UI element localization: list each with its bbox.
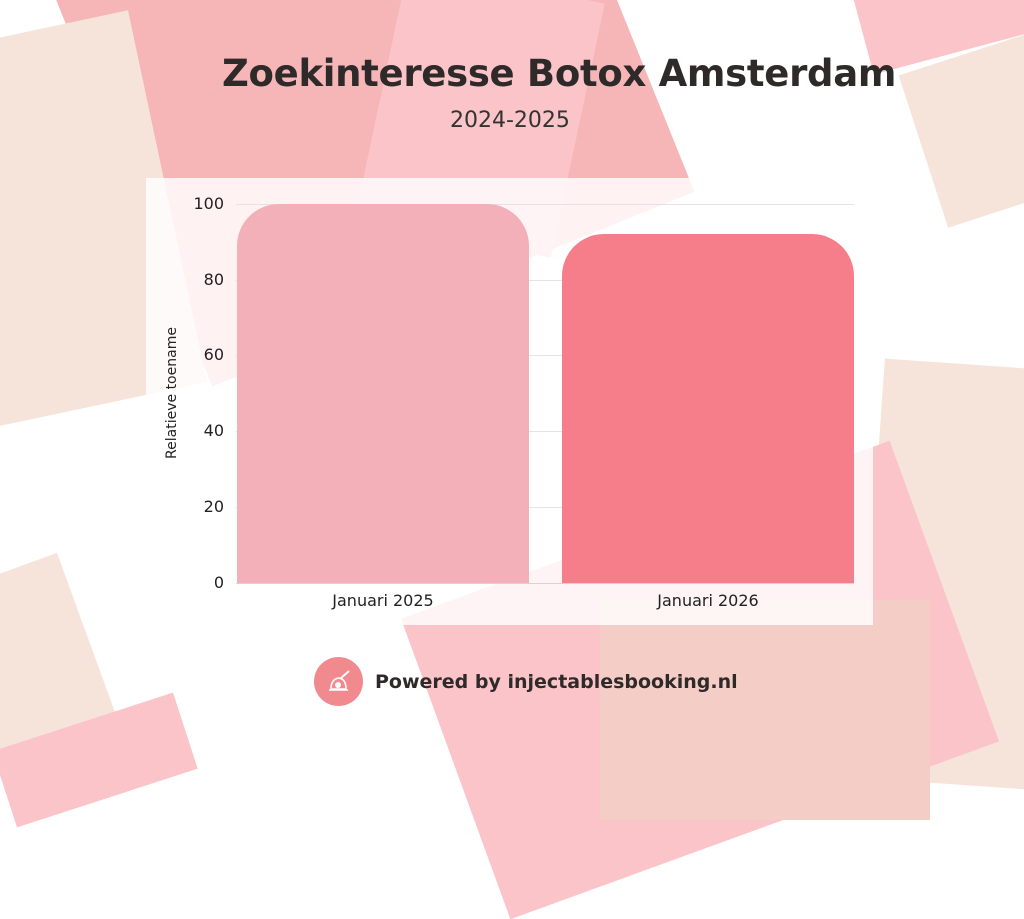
gridline bbox=[236, 280, 854, 281]
x-axis-line bbox=[236, 583, 854, 584]
bar-januari-2026 bbox=[562, 234, 854, 583]
gridline bbox=[236, 355, 854, 356]
footer: Powered by injectablesbooking.nl bbox=[314, 657, 738, 706]
bg-shape bbox=[600, 600, 930, 820]
y-tick: 20 bbox=[203, 497, 224, 516]
syringe-bell-icon bbox=[314, 657, 363, 706]
y-tick: 0 bbox=[213, 573, 224, 592]
gridline bbox=[236, 507, 854, 508]
y-tick: 80 bbox=[203, 270, 224, 289]
chart-subtitle: 2024-2025 bbox=[450, 108, 570, 133]
powered-by-text: Powered by injectablesbooking.nl bbox=[375, 670, 738, 693]
x-tick-label: Januari 2025 bbox=[332, 591, 434, 610]
y-axis-label: Relatieve toename bbox=[164, 327, 180, 459]
bar-januari-2025 bbox=[237, 204, 529, 583]
y-tick: 40 bbox=[203, 421, 224, 440]
gridline bbox=[236, 204, 854, 205]
y-tick: 100 bbox=[193, 194, 224, 213]
x-tick-label: Januari 2026 bbox=[657, 591, 759, 610]
y-tick: 60 bbox=[203, 345, 224, 364]
gridline bbox=[236, 431, 854, 432]
chart-title: Zoekinteresse Botox Amsterdam bbox=[222, 52, 897, 95]
